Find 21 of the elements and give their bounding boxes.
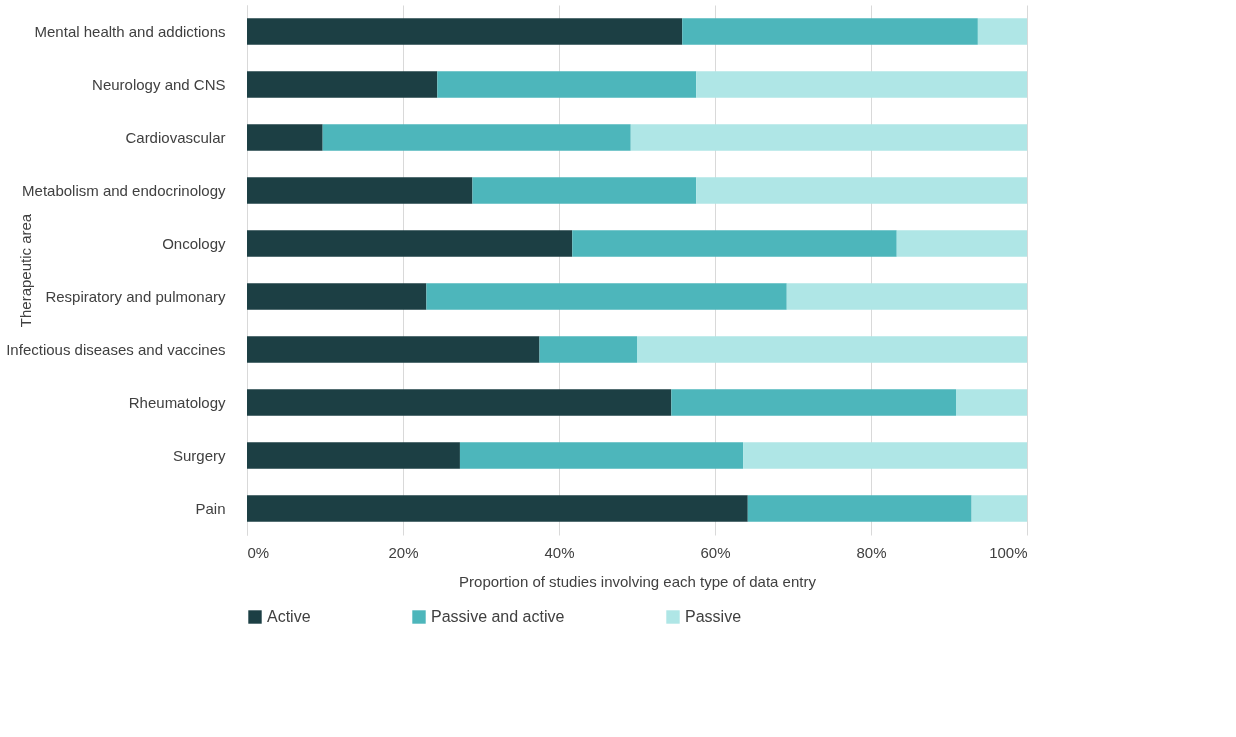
y-tick-label: Pain xyxy=(195,499,226,517)
y-tick-label: Metabolism and endocrinology xyxy=(22,181,226,199)
legend-label: Active xyxy=(267,608,311,625)
y-tick-label: Mental health and addictions xyxy=(34,22,226,40)
y-tick-label: Oncology xyxy=(162,234,226,252)
y-tick-label: Cardiovascular xyxy=(125,128,226,146)
x-tick-label: 60% xyxy=(700,543,731,561)
y-tick-label: Surgery xyxy=(172,446,226,464)
x-tick-label: 20% xyxy=(388,543,419,561)
y-axis-title: Therapeutic area xyxy=(16,213,34,328)
x-tick-label: 80% xyxy=(856,543,887,561)
x-tick-label: 100% xyxy=(989,543,1028,561)
legend-label: Passive and active xyxy=(431,608,565,625)
x-axis-title: Proportion of studies involving each type of data entry xyxy=(459,572,817,590)
y-tick-label: Respiratory and pulmonary xyxy=(45,287,226,305)
y-tick-label: Rheumatology xyxy=(128,393,226,411)
x-tick-label: 40% xyxy=(544,543,575,561)
legend-label: Passive xyxy=(685,608,742,625)
y-tick-label: Neurology and CNS xyxy=(92,75,226,93)
y-tick-label: Infectious diseases and vaccines xyxy=(6,340,226,358)
x-tick-label: 0% xyxy=(247,543,270,561)
